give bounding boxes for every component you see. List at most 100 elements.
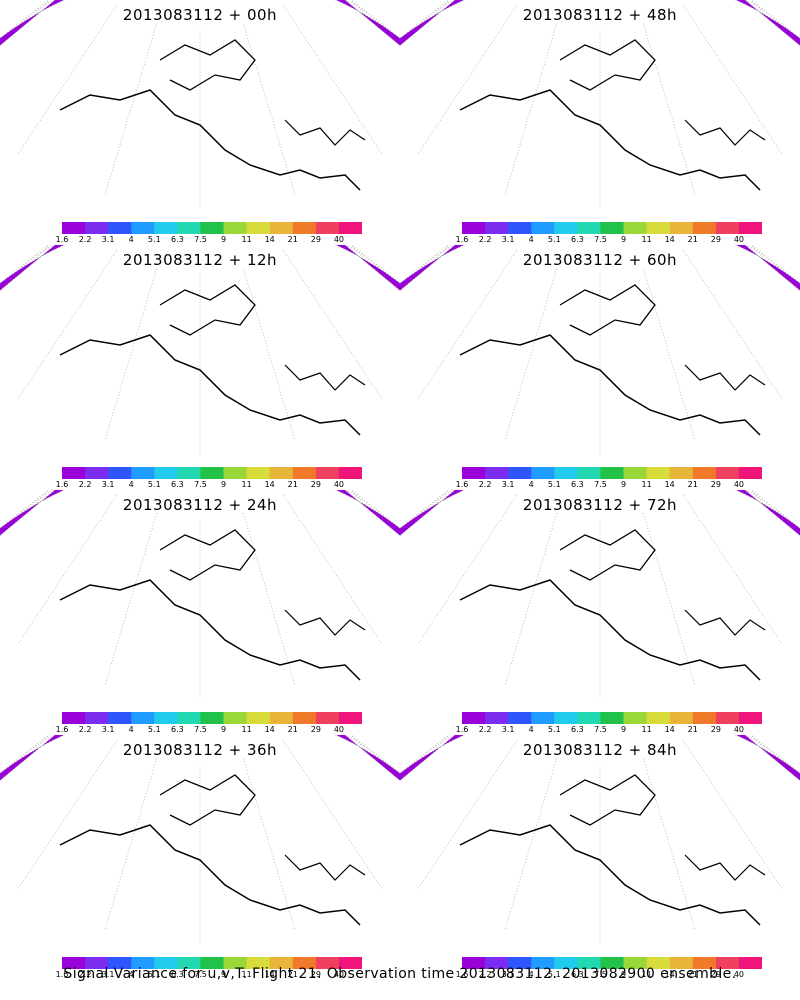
colorbar-swatch: [246, 712, 271, 724]
colorbar-swatch: [600, 712, 625, 724]
colorbar-swatch: [485, 712, 509, 724]
colorbar-tick-label: 11: [641, 725, 652, 734]
colorbar-tick-label: 40: [733, 970, 745, 979]
colorbar-swatch: [600, 222, 625, 234]
colorbar-tick-label: 29: [710, 480, 721, 489]
colorbar-tick-label: 29: [710, 725, 721, 734]
colorbar-swatch: [738, 712, 762, 724]
colorbar-tick-label: 2.2: [478, 235, 492, 244]
colorbar-swatch: [623, 957, 648, 969]
colorbar-tick-label: 11: [641, 480, 652, 489]
colorbar-swatch: [508, 467, 532, 479]
colorbar-tick-label: 5.1: [547, 480, 561, 489]
graticule: [0, 245, 400, 455]
colorbar-tick-label: 3.1: [101, 480, 115, 489]
colorbar-swatch: [554, 222, 578, 234]
colorbar-swatch: [338, 222, 362, 234]
colorbar-swatch: [692, 222, 717, 234]
colorbar: [462, 957, 762, 969]
colorbar-swatch: [246, 467, 271, 479]
coastline: [159, 529, 256, 581]
colorbar-swatch: [646, 957, 671, 969]
graticule: [400, 490, 800, 700]
colorbar-swatch: [508, 222, 532, 234]
colorbar-swatch: [108, 222, 132, 234]
colorbar-tick-label: 14: [664, 480, 675, 489]
colorbar-swatch: [462, 957, 486, 969]
colorbar-tick-label: 7.5: [594, 235, 607, 244]
colorbar-swatch: [554, 712, 578, 724]
colorbar-swatch: [338, 467, 362, 479]
colorbar-tick-label: 3.1: [101, 725, 115, 734]
colorbar-swatch: [600, 467, 625, 479]
colorbar-swatch: [715, 712, 740, 724]
colorbar-swatch: [646, 712, 671, 724]
colorbar-labels: 1.6 2.2 3.1 4 5.1 6.3 7.5 9 11 14 21 29 40: [56, 725, 362, 735]
colorbar: [462, 467, 762, 479]
colorbar-swatch: [577, 957, 601, 969]
colorbar-swatch: [485, 467, 509, 479]
colorbar-tick-label: 6.3: [171, 970, 184, 979]
coastline: [684, 854, 766, 881]
colorbar-tick-label: 7.5: [194, 480, 207, 489]
colorbar-tick-label: 2.2: [78, 480, 92, 489]
colorbar-tick-label: 11: [241, 480, 252, 489]
colorbar-tick-label: 14: [264, 480, 275, 489]
variance-map: [0, 490, 400, 700]
panel-title: 2013083112 + 72h: [522, 496, 678, 514]
colorbar-swatch: [154, 222, 178, 234]
colorbar-swatch: [131, 467, 155, 479]
colorbar-swatch: [577, 467, 601, 479]
colorbar-tick-label: 4: [528, 235, 534, 244]
colorbar-swatch: [131, 712, 155, 724]
colorbar-tick-label: 40: [333, 480, 345, 489]
colorbar-swatch: [108, 957, 132, 969]
colorbar-swatch: [462, 712, 486, 724]
colorbar-swatch: [223, 712, 248, 724]
colorbar-tick-label: 14: [664, 235, 675, 244]
colorbar-swatch: [85, 222, 109, 234]
colorbar-tick-label: 21: [287, 725, 298, 734]
colorbar-tick-label: 3.1: [501, 480, 515, 489]
colorbar-tick-label: 7.5: [594, 970, 607, 979]
colorbar-tick-label: 4: [528, 480, 534, 489]
colorbar-tick-label: 1.6: [55, 480, 69, 489]
colorbar-tick-label: 21: [687, 235, 698, 244]
colorbar-tick-label: 40: [333, 970, 345, 979]
colorbar-swatch: [200, 957, 225, 969]
map-panel: 2013083112 + 72h 1.6 2.2 3.1 4 5.1 6.3 7.5 9 11 14…: [400, 490, 800, 735]
colorbar-tick-label: 5.1: [147, 235, 161, 244]
colorbar-swatch: [315, 712, 340, 724]
colorbar-tick-label: 9: [620, 970, 627, 979]
colorbar-swatch: [62, 712, 86, 724]
colorbar-tick-label: 2.2: [478, 725, 492, 734]
coastline: [284, 119, 366, 146]
colorbar-tick-label: 14: [264, 235, 275, 244]
colorbar-swatch: [177, 467, 201, 479]
colorbar-tick-label: 1.6: [55, 970, 69, 979]
colorbar-swatch: [154, 957, 178, 969]
colorbar: [62, 222, 362, 234]
colorbar-swatch: [269, 712, 294, 724]
colorbar-swatch: [269, 222, 294, 234]
colorbar-tick-label: 2.2: [78, 970, 92, 979]
colorbar-swatch: [200, 222, 225, 234]
colorbar-swatch: [531, 222, 555, 234]
colorbar-tick-label: 3.1: [501, 235, 515, 244]
coastline: [684, 119, 766, 146]
colorbar-tick-label: 40: [733, 480, 745, 489]
colorbar-swatch: [177, 712, 201, 724]
colorbar-tick-label: 2.2: [78, 235, 92, 244]
colorbar-swatch: [738, 222, 762, 234]
coastline: [59, 579, 361, 681]
colorbar-swatch: [315, 957, 340, 969]
colorbar-tick-label: 29: [310, 235, 321, 244]
colorbar-swatch: [223, 957, 248, 969]
coastline: [559, 39, 656, 91]
colorbar-tick-label: 1.6: [455, 480, 469, 489]
coastline: [684, 609, 766, 636]
colorbar-swatch: [531, 957, 555, 969]
colorbar-swatch: [646, 467, 671, 479]
colorbar-tick-label: 21: [687, 970, 698, 979]
colorbar-tick-label: 14: [264, 725, 275, 734]
